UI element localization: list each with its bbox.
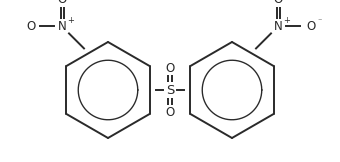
Text: ⁻: ⁻ [318,16,322,25]
Text: O: O [165,105,175,118]
Text: O: O [165,62,175,75]
Text: O: O [57,0,67,6]
Text: N: N [274,20,283,33]
Text: O: O [27,20,36,33]
Text: +: + [284,16,290,25]
Text: +: + [68,16,74,25]
Text: O: O [273,0,283,6]
Text: O: O [306,20,316,33]
Text: N: N [57,20,66,33]
Text: S: S [166,83,174,97]
